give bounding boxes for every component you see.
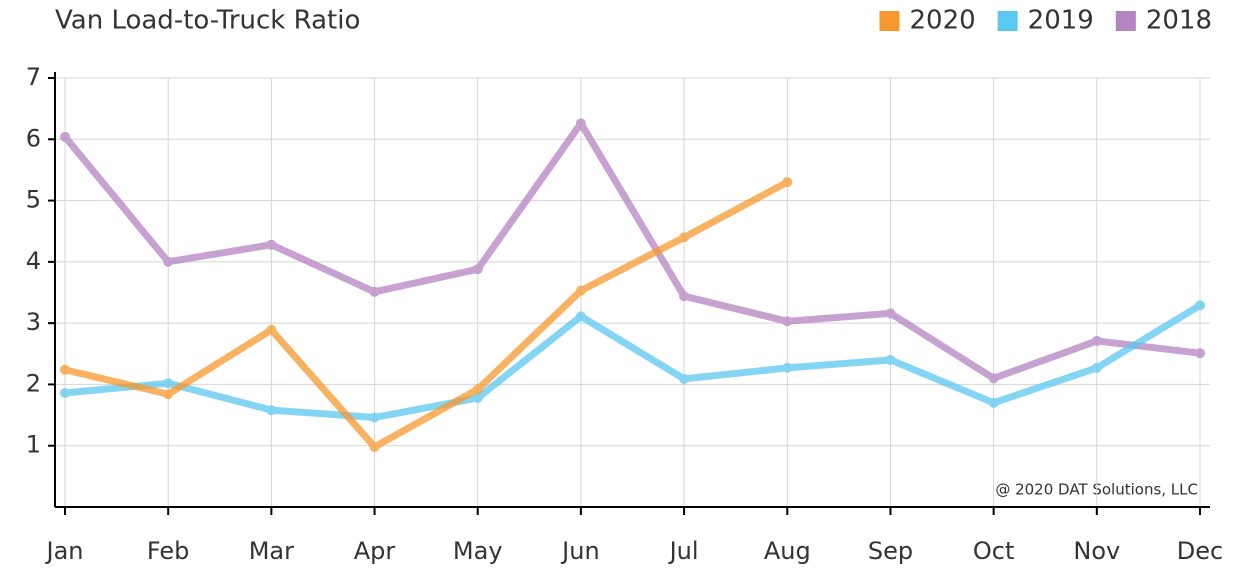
line — [61, 178, 791, 451]
point — [369, 412, 380, 423]
point — [266, 405, 277, 416]
y-tick-label: 5 — [26, 186, 41, 214]
point — [575, 311, 586, 322]
point — [885, 308, 896, 319]
y-tick-label: 6 — [26, 124, 41, 152]
legend-swatch — [879, 11, 900, 31]
y-tick-label: 4 — [26, 247, 41, 275]
x-tick-label: Dec — [1177, 537, 1223, 565]
point — [369, 441, 380, 452]
point — [575, 285, 586, 296]
y-tick-label: 7 — [26, 63, 41, 91]
point — [679, 291, 690, 302]
x-tick-label: Jan — [45, 537, 84, 565]
x-tick-label: Nov — [1073, 537, 1120, 565]
x-tick-label: Aug — [764, 537, 811, 565]
line — [61, 119, 1204, 382]
x-tick-label: Jun — [560, 537, 600, 565]
point — [988, 373, 999, 384]
point — [782, 316, 793, 327]
point — [472, 264, 483, 275]
y-tick-label: 3 — [26, 308, 41, 336]
point — [60, 364, 70, 375]
point — [1091, 335, 1102, 346]
point — [163, 378, 174, 389]
chart-title: Van Load-to-Truck Ratio — [55, 6, 360, 36]
legend-label: 2019 — [1028, 6, 1094, 36]
point — [163, 389, 174, 400]
x-tick-label: Jul — [668, 537, 699, 565]
point — [60, 388, 70, 399]
x-tick-label: Feb — [147, 537, 190, 565]
point — [472, 384, 483, 395]
point — [575, 118, 586, 129]
point — [679, 373, 690, 384]
point — [782, 362, 793, 373]
point — [1091, 362, 1102, 373]
legend-swatch — [1115, 11, 1136, 31]
legend-label: 2018 — [1146, 6, 1212, 36]
legend-label: 2020 — [909, 6, 975, 36]
series — [60, 300, 1205, 423]
point — [1195, 300, 1205, 311]
point — [472, 392, 483, 403]
series — [60, 118, 1205, 384]
point — [988, 397, 999, 408]
point — [266, 324, 277, 335]
x-tick-label: Mar — [249, 537, 294, 565]
x-tick-label: Apr — [354, 537, 396, 565]
point — [163, 256, 174, 267]
legend-swatch — [997, 11, 1018, 31]
line — [61, 301, 1204, 422]
point — [679, 232, 690, 243]
x-tick-label: May — [453, 537, 503, 565]
series — [60, 177, 793, 452]
x-tick-label: Oct — [973, 537, 1015, 565]
y-tick-label: 1 — [26, 431, 41, 459]
point — [885, 354, 896, 365]
point — [60, 131, 70, 142]
point — [1195, 348, 1205, 359]
point — [369, 286, 380, 297]
y-tick-label: 2 — [26, 369, 41, 397]
point — [266, 239, 277, 250]
x-tick-label: Sep — [868, 537, 913, 565]
point — [782, 177, 793, 188]
